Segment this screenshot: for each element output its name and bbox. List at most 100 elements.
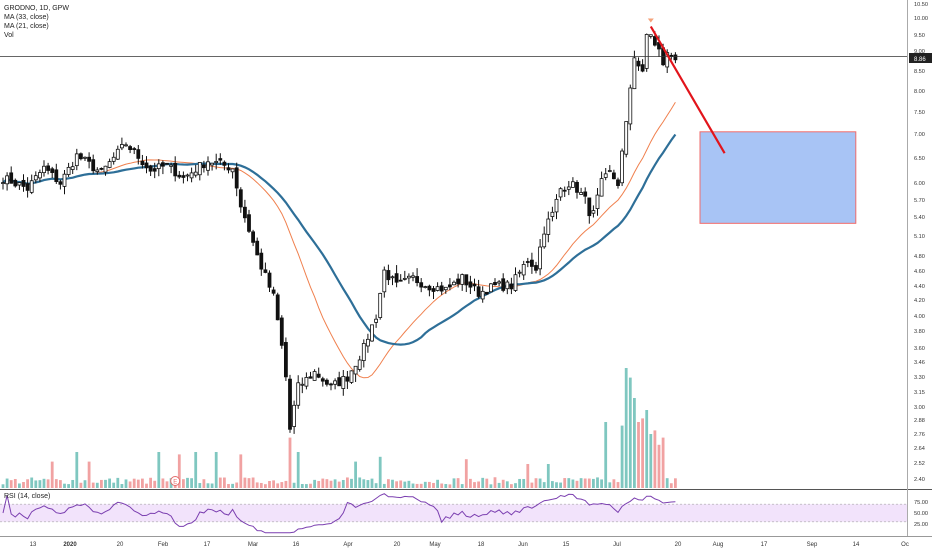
candle-body bbox=[538, 246, 542, 270]
candle-body bbox=[571, 181, 575, 188]
candle bbox=[575, 180, 579, 199]
candle-body bbox=[468, 281, 473, 288]
legend-symbol[interactable]: GRODNO, 1D, GPW bbox=[4, 5, 69, 12]
volume-bar bbox=[186, 477, 189, 488]
candle-body bbox=[435, 286, 440, 291]
candle-body bbox=[452, 281, 456, 286]
volume-bar bbox=[637, 422, 640, 488]
volume-bar bbox=[346, 477, 349, 488]
legend-vol[interactable]: Vol bbox=[4, 32, 14, 39]
price-tick: 8.00 bbox=[914, 89, 925, 95]
price-tick: 2.52 bbox=[914, 461, 925, 467]
candle-body bbox=[226, 167, 231, 171]
candle-body bbox=[509, 283, 514, 290]
rsi-legend[interactable]: RSI (14, close) bbox=[4, 493, 51, 500]
candle-body bbox=[160, 162, 165, 167]
volume-bar bbox=[75, 452, 79, 488]
candle bbox=[439, 281, 444, 295]
volume-bar bbox=[563, 478, 567, 488]
legend-ma21[interactable]: MA (21, close) bbox=[4, 23, 49, 30]
candle-body bbox=[402, 277, 407, 280]
volume-bar bbox=[674, 478, 677, 488]
volume-bar bbox=[26, 479, 29, 488]
candle-body bbox=[575, 181, 579, 193]
price-tick: 6.50 bbox=[914, 156, 925, 162]
candle bbox=[275, 292, 280, 321]
candle bbox=[173, 156, 178, 182]
volume-bar bbox=[305, 484, 308, 488]
candle-body bbox=[214, 161, 219, 163]
candle bbox=[517, 269, 522, 278]
volume-bar bbox=[255, 482, 259, 488]
legend-ma33[interactable]: MA (33, close) bbox=[4, 14, 49, 21]
candle bbox=[566, 180, 571, 196]
rsi-tick: 25.00 bbox=[914, 522, 928, 528]
candle bbox=[91, 154, 96, 174]
volume-bar bbox=[132, 478, 136, 488]
volume-bar bbox=[555, 482, 558, 488]
candle bbox=[620, 148, 624, 187]
volume-bar bbox=[50, 461, 54, 488]
candle bbox=[66, 162, 71, 177]
time-tick: 20 bbox=[675, 542, 682, 548]
candle bbox=[210, 162, 215, 171]
volume-bar bbox=[124, 479, 128, 488]
candle-body bbox=[370, 324, 374, 342]
volume-bar bbox=[128, 481, 132, 488]
candle bbox=[128, 144, 133, 154]
volume-bar bbox=[321, 478, 325, 488]
time-tick: 18 bbox=[478, 542, 485, 548]
candle-body bbox=[292, 404, 297, 427]
candle bbox=[443, 286, 448, 294]
candle bbox=[579, 187, 583, 195]
time-tick: 17 bbox=[761, 542, 768, 548]
candle-body bbox=[144, 162, 149, 169]
volume-bar bbox=[5, 478, 9, 488]
candle bbox=[279, 315, 284, 349]
candle-body bbox=[398, 279, 403, 282]
candle-body bbox=[185, 174, 190, 177]
candle-body bbox=[443, 286, 448, 291]
candle bbox=[386, 264, 391, 286]
candle-body bbox=[579, 192, 583, 195]
candle bbox=[251, 229, 256, 247]
candle bbox=[197, 162, 202, 181]
candle-body bbox=[636, 60, 641, 67]
candle bbox=[83, 156, 87, 162]
volume-bar bbox=[206, 483, 210, 488]
candle-body bbox=[288, 378, 292, 430]
candle bbox=[406, 273, 411, 284]
candle bbox=[636, 57, 641, 71]
candle-body bbox=[365, 338, 370, 347]
candle-body bbox=[234, 167, 239, 189]
price-tick: 7.00 bbox=[914, 132, 925, 138]
event-badge[interactable]: E bbox=[170, 476, 181, 486]
candle bbox=[431, 285, 436, 299]
candle bbox=[111, 152, 116, 165]
event-badge-label: E bbox=[173, 480, 177, 486]
price-tick: 4.40 bbox=[914, 284, 925, 290]
candle bbox=[5, 172, 9, 191]
volume-bar bbox=[391, 479, 394, 488]
candle bbox=[525, 257, 530, 268]
candle-body bbox=[169, 164, 174, 167]
time-tick: 15 bbox=[563, 542, 570, 548]
volume-bar bbox=[67, 484, 70, 488]
volume-bar bbox=[407, 480, 411, 488]
candle-body bbox=[128, 146, 133, 150]
candle bbox=[468, 275, 473, 294]
price-tick: 10.00 bbox=[914, 16, 928, 22]
candle-body bbox=[218, 158, 223, 161]
candle bbox=[193, 164, 198, 178]
candle-body bbox=[62, 173, 67, 187]
candle bbox=[673, 52, 678, 64]
candle bbox=[95, 167, 100, 175]
candle bbox=[484, 291, 489, 295]
price-tick: 2.76 bbox=[914, 432, 925, 438]
candle-body bbox=[406, 275, 411, 279]
volume-bar bbox=[42, 478, 46, 488]
candle-body bbox=[29, 180, 34, 193]
candle bbox=[452, 280, 456, 286]
candle-body bbox=[583, 191, 588, 197]
